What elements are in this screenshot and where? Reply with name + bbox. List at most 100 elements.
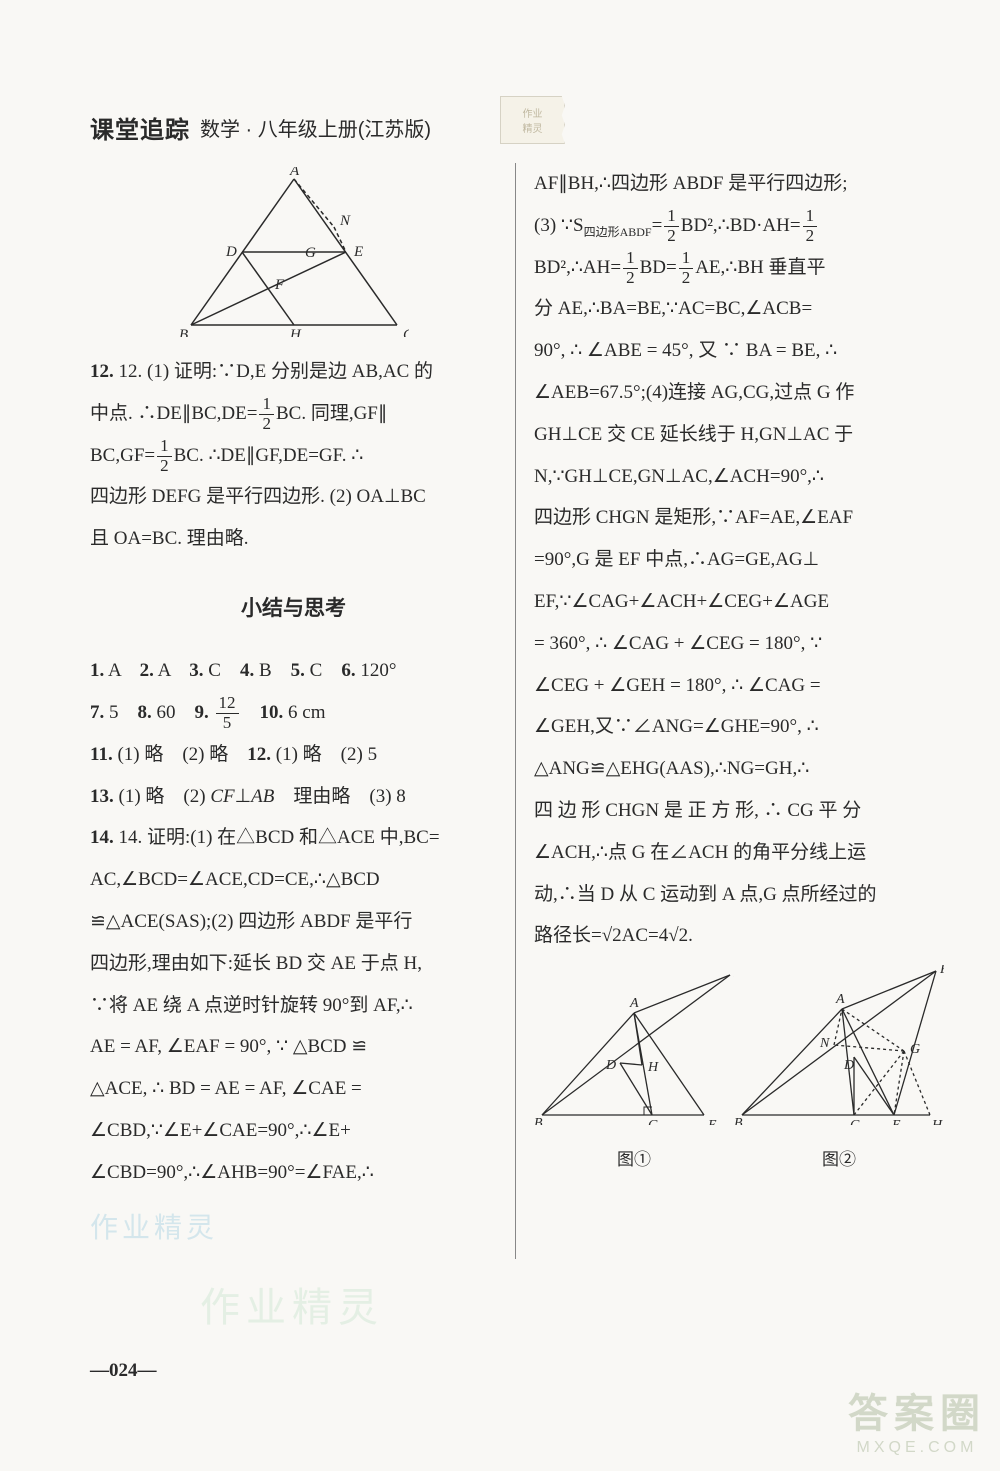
svg-text:N: N	[819, 1036, 830, 1051]
q14-line: ∠CBD=90°,∴∠AHB=90°=∠FAE,∴	[90, 1152, 497, 1194]
section-title: 小结与思考	[90, 586, 497, 632]
text: 14. 证明:(1) 在△BCD 和△ACE 中,BC=	[119, 827, 440, 848]
svg-text:F: F	[274, 277, 285, 293]
answers-row-2: 7. 5 8. 60 9. 125 10. 6 cm	[90, 692, 497, 734]
svg-text:G: G	[305, 245, 316, 261]
svg-text:C: C	[403, 327, 409, 337]
right-line: =90°,G 是 EF 中点,∴AG=GE,AG⊥	[534, 539, 940, 581]
svg-text:E: E	[353, 244, 363, 260]
right-line: △ANG≌△EHG(AAS),∴NG=GH,∴	[534, 748, 940, 790]
svg-text:E: E	[707, 1118, 717, 1125]
svg-text:A: A	[289, 167, 300, 179]
corner-brand-en: MXQE.COM	[848, 1439, 986, 1457]
figure-1-block: BCEADHF 图①	[534, 965, 734, 1178]
svg-text:E: E	[891, 1118, 901, 1125]
answers-row-1: 1. A 2. A 3. C 4. B 5. C 6. 120°	[90, 650, 497, 692]
q14-line: ∵将 AE 绕 A 点逆时针旋转 90°到 AF,∴	[90, 985, 497, 1027]
right-line: 路径长=√2AC=4√2.	[534, 915, 940, 957]
right-line: N,∵GH⊥CE,GN⊥AC,∠ACH=90°,∴	[534, 456, 940, 498]
right-column: AF∥BH,∴四边形 ABDF 是平行四边形; (3) ∵S四边形ABDF=12…	[515, 163, 940, 1259]
fraction-half: 12	[157, 437, 172, 475]
text: 12. (1) 证明:∵D,E 分别是边 AB,AC 的	[119, 361, 434, 382]
right-line: ∠CEG + ∠GEH = 180°, ∴ ∠CAG =	[534, 665, 940, 707]
right-line: 动,∴当 D 从 C 运动到 A 点,G 点所经过的	[534, 874, 940, 916]
q12-line-d: 四边形 DEFG 是平行四边形. (2) OA⊥BC	[90, 476, 497, 518]
text: (3) ∵S	[534, 215, 584, 236]
stamp-badge: 作业 精灵	[500, 96, 565, 144]
text: BC,GF=	[90, 445, 155, 466]
svg-text:G: G	[910, 1042, 920, 1057]
text: BD²,∴AH=	[534, 257, 621, 278]
fraction-half: 12	[259, 395, 274, 433]
q12-line-d: 且 OA=BC. 理由略.	[90, 518, 497, 560]
q14-line: ≌△ACE(SAS);(2) 四边形 ABDF 是平行	[90, 901, 497, 943]
q14-line: AE = AF, ∠EAF = 90°, ∵ △BCD ≌	[90, 1026, 497, 1068]
text: BD=	[640, 257, 677, 278]
q14-line: AC,∠BCD=∠ACE,CD=CE,∴△BCD	[90, 859, 497, 901]
right-line: 四边形 CHGN 是矩形,∵AF=AE,∠EAF	[534, 497, 940, 539]
header-brand: 课堂追踪	[90, 110, 190, 145]
right-line: 四 边 形 CHGN 是 正 方 形, ∴ CG 平 分	[534, 790, 940, 832]
right-line: 90°, ∴ ∠ABE = 45°, 又 ∵ BA = BE, ∴	[534, 330, 940, 372]
fraction-half: 12	[664, 207, 679, 245]
fraction-half: 12	[803, 207, 818, 245]
svg-text:N: N	[339, 213, 351, 229]
svg-text:A: A	[629, 996, 639, 1011]
right-line: (3) ∵S四边形ABDF=12BD²,∴BD·AH=12	[534, 205, 940, 247]
svg-text:D: D	[605, 1058, 616, 1073]
answers-row-4: 13. (1) 略 (2) CF⊥AB 理由略 (3) 8	[90, 776, 497, 818]
q14-line: △ACE, ∴ BD = AE = AF, ∠CAE =	[90, 1068, 497, 1110]
figure-2-caption: 图②	[734, 1141, 944, 1178]
stamp-line2: 精灵	[523, 120, 543, 135]
text: BC. ∴DE∥GF,DE=GF. ∴	[174, 445, 364, 466]
q12-line-b: 中点. ∴DE∥BC,DE=12BC. 同理,GF∥	[90, 393, 497, 435]
corner-brand-cn: 答案圈	[848, 1381, 986, 1439]
right-line: = 360°, ∴ ∠CAG + ∠CEG = 180°, ∵	[534, 623, 940, 665]
text: AE,∴BH 垂直平	[695, 257, 825, 278]
text: 中点. ∴DE∥BC,DE=	[90, 403, 257, 424]
q14-line: ∠CBD,∵∠E+∠CAE=90°,∴∠E+	[90, 1110, 497, 1152]
svg-text:B: B	[534, 1116, 543, 1125]
svg-text:F: F	[939, 965, 944, 977]
figure-1: BCEADHF	[534, 965, 734, 1125]
right-line: ∠AEB=67.5°;(4)连接 AG,CG,过点 G 作	[534, 372, 940, 414]
watermark-small: 作业精灵	[90, 1198, 497, 1260]
q12-line-a: 12. 12. (1) 证明:∵D,E 分别是边 AB,AC 的	[90, 351, 497, 393]
fraction-12-5: 125	[216, 694, 239, 732]
bottom-figures: BCEADHF 图① BCEHADNGF 图②	[534, 965, 940, 1178]
stamp-line1: 作业	[523, 105, 543, 120]
fraction-half: 12	[679, 249, 694, 287]
right-line: ∠ACH,∴点 G 在∠ACH 的角平分线上运	[534, 832, 940, 874]
watermark-mid: 作业精灵	[200, 1275, 384, 1333]
triangle-figure: A B C H D EN F G	[179, 167, 409, 337]
text: =	[652, 215, 663, 236]
figure-2: BCEHADNGF	[734, 965, 944, 1125]
q14-line: 四边形,理由如下:延长 BD 交 AE 于点 H,	[90, 943, 497, 985]
right-line: 分 AE,∴BA=BE,∵AC=BC,∠ACB=	[534, 288, 940, 330]
corner-brand: 答案圈 MXQE.COM	[848, 1381, 986, 1457]
text: BD²,∴BD·AH=	[681, 215, 801, 236]
right-line: BD²,∴AH=12BD=12AE,∴BH 垂直平	[534, 247, 940, 289]
subscript: 四边形ABDF	[584, 225, 652, 239]
svg-text:H: H	[289, 327, 302, 337]
svg-text:D: D	[843, 1058, 854, 1073]
q14-line: 14. 14. 证明:(1) 在△BCD 和△ACE 中,BC=	[90, 817, 497, 859]
left-column: A B C H D EN F G 12. 12. (1) 证明:∵D,E 分别是边 AB,AC…	[90, 163, 515, 1259]
svg-text:H: H	[647, 1060, 659, 1075]
svg-text:D: D	[225, 244, 237, 260]
right-line: ∠GEH,又∵∠ANG=∠GHE=90°, ∴	[534, 706, 940, 748]
svg-text:H: H	[931, 1118, 943, 1125]
right-line: EF,∵∠CAG+∠ACH+∠CEG+∠AGE	[534, 581, 940, 623]
figure-1-caption: 图①	[534, 1141, 734, 1178]
svg-text:A: A	[835, 992, 845, 1007]
figure-2-block: BCEHADNGF 图②	[734, 965, 944, 1178]
answers-row-3: 11. (1) 略 (2) 略 12. (1) 略 (2) 5	[90, 734, 497, 776]
fraction-half: 12	[623, 249, 638, 287]
svg-text:B: B	[179, 327, 188, 337]
q12-line-c: BC,GF=12BC. ∴DE∥GF,DE=GF. ∴	[90, 435, 497, 477]
right-line: AF∥BH,∴四边形 ABDF 是平行四边形;	[534, 163, 940, 205]
page-number: —024—	[90, 1360, 157, 1382]
header-subject: 数学 · 八年级上册(江苏版)	[200, 113, 431, 142]
svg-text:B: B	[734, 1116, 743, 1125]
text: BC. 同理,GF∥	[276, 403, 387, 424]
